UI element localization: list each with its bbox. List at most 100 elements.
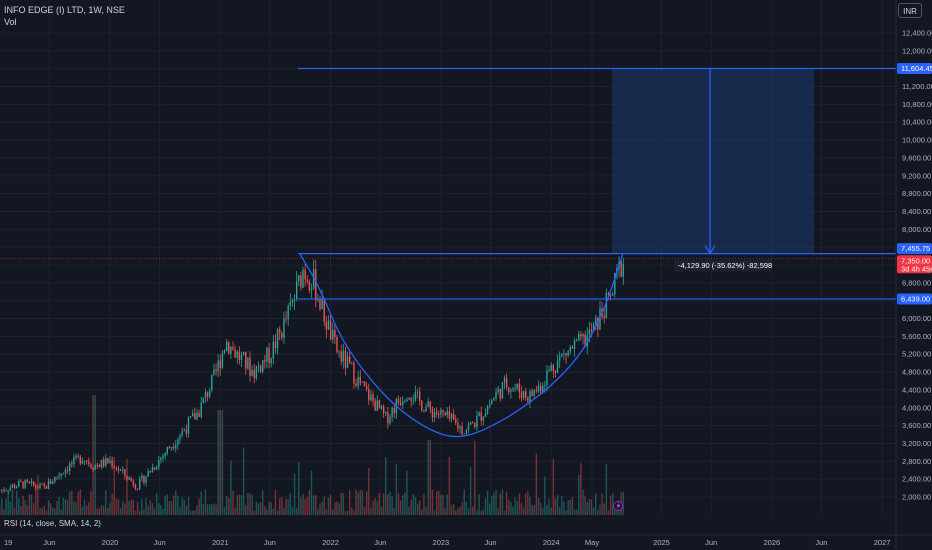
candle-body <box>548 370 550 372</box>
volume-bar <box>414 496 417 515</box>
volume-bar <box>389 491 391 515</box>
volume-bar <box>376 500 378 515</box>
volume-bar <box>109 503 111 515</box>
price-tick-label: 3,600.00 <box>902 421 931 430</box>
volume-bar <box>584 495 586 515</box>
candle-body <box>512 388 514 390</box>
candle-body <box>495 392 497 399</box>
volume-bar <box>56 501 58 515</box>
rsi-indicator-label[interactable]: RSI (14, close, SMA, 14, 2) <box>4 519 101 528</box>
volume-bar <box>278 498 281 515</box>
volume-bar <box>183 499 185 515</box>
candle-body <box>338 351 340 353</box>
volume-bar <box>242 447 245 515</box>
candle-body <box>213 369 215 375</box>
candle-body <box>158 459 160 468</box>
candle-body <box>302 269 304 288</box>
candle-body <box>444 412 446 415</box>
candle-body <box>569 347 571 351</box>
candle-body <box>408 398 410 400</box>
volume-bar <box>274 489 277 515</box>
volume-bar <box>317 508 319 515</box>
target-projection-box[interactable] <box>612 68 814 254</box>
chart-drawings[interactable]: -4,129.90 (-35.62%) -82,598 <box>0 67 896 511</box>
volume-bar <box>170 501 173 515</box>
volume-bar <box>421 509 423 515</box>
symbol-name[interactable]: INFO EDGE (I) LTD <box>4 5 84 15</box>
volume-bar <box>319 503 321 515</box>
candle-body <box>236 351 238 358</box>
volume-bar <box>247 493 249 515</box>
candle-body <box>590 329 593 332</box>
volume-bar <box>393 508 395 515</box>
candle-body <box>372 394 374 401</box>
candle-body <box>43 484 45 486</box>
legend-symbol-line[interactable]: INFO EDGE (I) LTD, 1W, NSE <box>4 5 125 15</box>
time-tick-label: 19 <box>4 538 12 547</box>
candle-body <box>385 411 387 414</box>
volume-bar <box>155 493 158 515</box>
candle-body <box>391 407 393 417</box>
volume-bar <box>124 503 126 515</box>
candle-body <box>440 409 442 415</box>
volume-bar <box>480 510 482 515</box>
price-tick-label: 5,600.00 <box>902 332 931 341</box>
volume-bar <box>548 498 550 515</box>
candle-body <box>3 489 5 491</box>
candle-body <box>192 413 194 417</box>
candle-body <box>561 353 563 357</box>
candle-body <box>183 429 185 431</box>
cup-pattern-curve[interactable] <box>299 253 624 438</box>
candle-body <box>107 458 109 463</box>
price-axis[interactable]: 2,000.00 2,400.00 2,800.00 3,200.00 3,600.00… <box>895 0 932 550</box>
volume-bar <box>266 509 268 515</box>
volume-bar <box>465 501 468 515</box>
time-tick-label: 2027 <box>874 538 891 547</box>
volume-bar <box>177 495 179 515</box>
candle-body <box>325 321 328 330</box>
candle-body <box>580 333 582 337</box>
candle-body <box>75 455 77 458</box>
candle-body <box>5 490 7 492</box>
volume-bar <box>357 492 359 515</box>
volume-bar <box>501 489 504 515</box>
volume-bar <box>272 508 275 515</box>
candle-body <box>412 400 415 402</box>
candle-body <box>421 400 423 411</box>
volume-bar <box>569 499 571 515</box>
candle-body <box>79 456 82 464</box>
candle-body <box>194 413 196 420</box>
candle-body <box>387 411 389 424</box>
candle-body <box>253 370 255 379</box>
candle-body <box>499 388 501 399</box>
interval-label[interactable]: 1W <box>88 5 102 15</box>
candle-body <box>134 485 137 489</box>
candle-body <box>181 430 183 436</box>
volume-bar <box>92 395 94 515</box>
candle-body <box>160 457 162 460</box>
volume-bar <box>126 458 128 515</box>
volume-bar <box>113 457 115 515</box>
volume-bar <box>153 508 156 515</box>
volume-bar <box>49 503 52 515</box>
volume-bar <box>467 508 470 515</box>
candle-body <box>185 429 188 434</box>
candle-body <box>208 390 211 397</box>
volume-bar <box>302 494 304 515</box>
candle-body <box>342 350 345 362</box>
candle-body <box>285 318 287 320</box>
volume-bar <box>452 504 455 515</box>
volume-bar <box>285 498 287 515</box>
volume-indicator-label[interactable]: Vol <box>4 17 17 27</box>
candle-body <box>452 413 455 420</box>
volume-bar <box>374 498 376 515</box>
currency-button[interactable]: INR <box>898 3 922 18</box>
volume-bar <box>565 510 567 515</box>
candle-body <box>245 351 247 369</box>
candle-body <box>9 487 12 491</box>
volume-bar <box>552 459 555 515</box>
current-price-label: 7,350.00 <box>901 256 930 265</box>
candle-body <box>359 376 361 383</box>
time-axis[interactable]: 19 Jun 2020 Jun 2021 Jun 2022 Jun 2023 Jun 2024 May… <box>0 534 932 547</box>
